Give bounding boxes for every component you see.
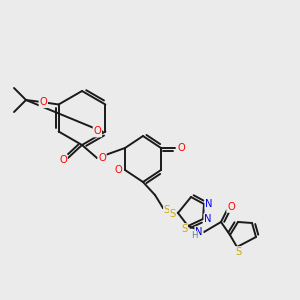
Text: N: N	[204, 214, 212, 224]
Text: S: S	[181, 224, 187, 234]
Text: S: S	[235, 247, 241, 257]
Text: O: O	[114, 165, 122, 175]
Text: O: O	[177, 143, 185, 153]
Text: N: N	[195, 227, 203, 237]
Text: O: O	[94, 127, 101, 136]
Text: O: O	[59, 155, 67, 165]
Text: S: S	[164, 205, 170, 215]
Text: O: O	[227, 202, 235, 212]
Text: O: O	[98, 153, 106, 163]
Text: N: N	[205, 199, 213, 209]
Text: H: H	[191, 232, 197, 241]
Text: O: O	[39, 97, 47, 107]
Text: S: S	[170, 209, 176, 219]
